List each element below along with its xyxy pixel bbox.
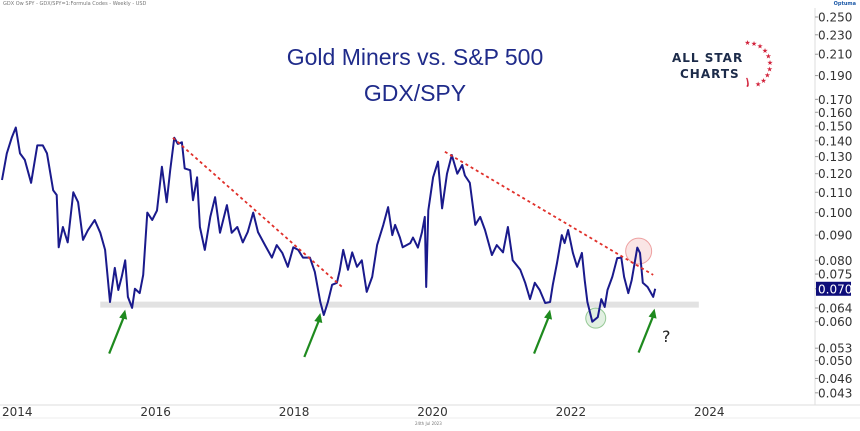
logo-star-icon: ★ xyxy=(765,52,771,60)
chart-title: Gold Miners vs. S&P 500 xyxy=(286,44,544,70)
y-tick-label: 0.250 xyxy=(818,11,852,25)
y-tick-label: 0.170 xyxy=(818,93,852,107)
y-tick-label: 0.090 xyxy=(818,229,852,243)
x-tick-label: 2020 xyxy=(417,405,448,419)
logo-dot xyxy=(746,77,748,80)
logo-star-icon: ★ xyxy=(767,65,773,73)
logo-line1: ALL STAR xyxy=(672,51,743,65)
y-tick-label: 0.120 xyxy=(818,167,852,181)
y-tick-label: 0.050 xyxy=(818,354,852,368)
y-tick-label: 0.100 xyxy=(818,206,852,220)
gdx-spy-line xyxy=(1,126,657,323)
y-tick-label: 0.150 xyxy=(818,120,852,134)
green-arrow-shaft xyxy=(303,316,322,358)
y-tick-label: 0.210 xyxy=(818,48,852,62)
y-tick-label: 0.043 xyxy=(818,386,852,400)
y-tick-label: 0.140 xyxy=(818,134,852,148)
y-tick-label: 0.160 xyxy=(818,106,852,120)
question-mark: ? xyxy=(662,327,671,346)
optuma-brand: Optuma xyxy=(833,1,856,7)
x-tick-label: 2024 xyxy=(694,405,725,419)
logo-star-icon: ★ xyxy=(751,40,757,48)
green-arrow-head xyxy=(314,312,323,323)
x-tick-label: 2014 xyxy=(2,405,33,419)
x-tick-label: 2016 xyxy=(140,405,171,419)
y-tick-label: 0.190 xyxy=(818,69,852,83)
logo-star-icon: ★ xyxy=(755,81,761,89)
all-star-charts-logo: ★ ★ ★★★★★★★★ ALL STAR CHARTS xyxy=(672,39,773,89)
y-tick-label: 0.053 xyxy=(818,342,852,356)
last-value-label: 0.070 xyxy=(818,282,852,296)
logo-line2: CHARTS xyxy=(680,67,740,81)
y-tick-label: 0.130 xyxy=(818,150,852,164)
logo-star-icon: ★ xyxy=(760,77,766,85)
x-tick-label: 2018 xyxy=(279,405,310,419)
last-value-badge xyxy=(816,281,851,296)
green-arrow-shaft xyxy=(533,313,552,354)
green-arrow-shaft xyxy=(108,313,127,354)
y-tick-label: 0.064 xyxy=(818,301,852,315)
y-tick-label: 0.110 xyxy=(818,186,852,200)
logo-star-icon: ★ xyxy=(744,39,750,47)
chart-date: 24th Jul 2023 xyxy=(415,421,442,426)
chart-caption: GDX Ow SPY - GDX/SPY=1:Formula Codes - W… xyxy=(3,1,147,7)
y-tick-label: 0.060 xyxy=(818,315,852,329)
logo-stars: ★ ★ ★★★★★★★★ xyxy=(744,39,773,89)
logo-star-icon: ★ xyxy=(767,59,773,67)
chart-subtitle: GDX/SPY xyxy=(363,80,467,106)
green-arrow-shaft xyxy=(637,312,656,353)
y-tick-label: 0.230 xyxy=(818,28,852,42)
logo-star-icon: ★ xyxy=(757,42,763,50)
y-tick-label: 0.075 xyxy=(818,268,852,282)
logo-star-icon: ★ xyxy=(764,72,770,80)
green-arrow-head xyxy=(648,308,657,319)
x-tick-label: 2022 xyxy=(556,405,587,419)
green-arrow-head xyxy=(119,309,128,320)
green-arrow-head xyxy=(544,309,553,320)
y-tick-label: 0.046 xyxy=(818,372,852,386)
y-tick-label: 0.080 xyxy=(818,254,852,268)
logo-star-icon: ★ xyxy=(762,47,768,55)
trendline xyxy=(172,137,344,289)
logo-dot xyxy=(746,78,749,81)
trendline xyxy=(444,150,654,276)
